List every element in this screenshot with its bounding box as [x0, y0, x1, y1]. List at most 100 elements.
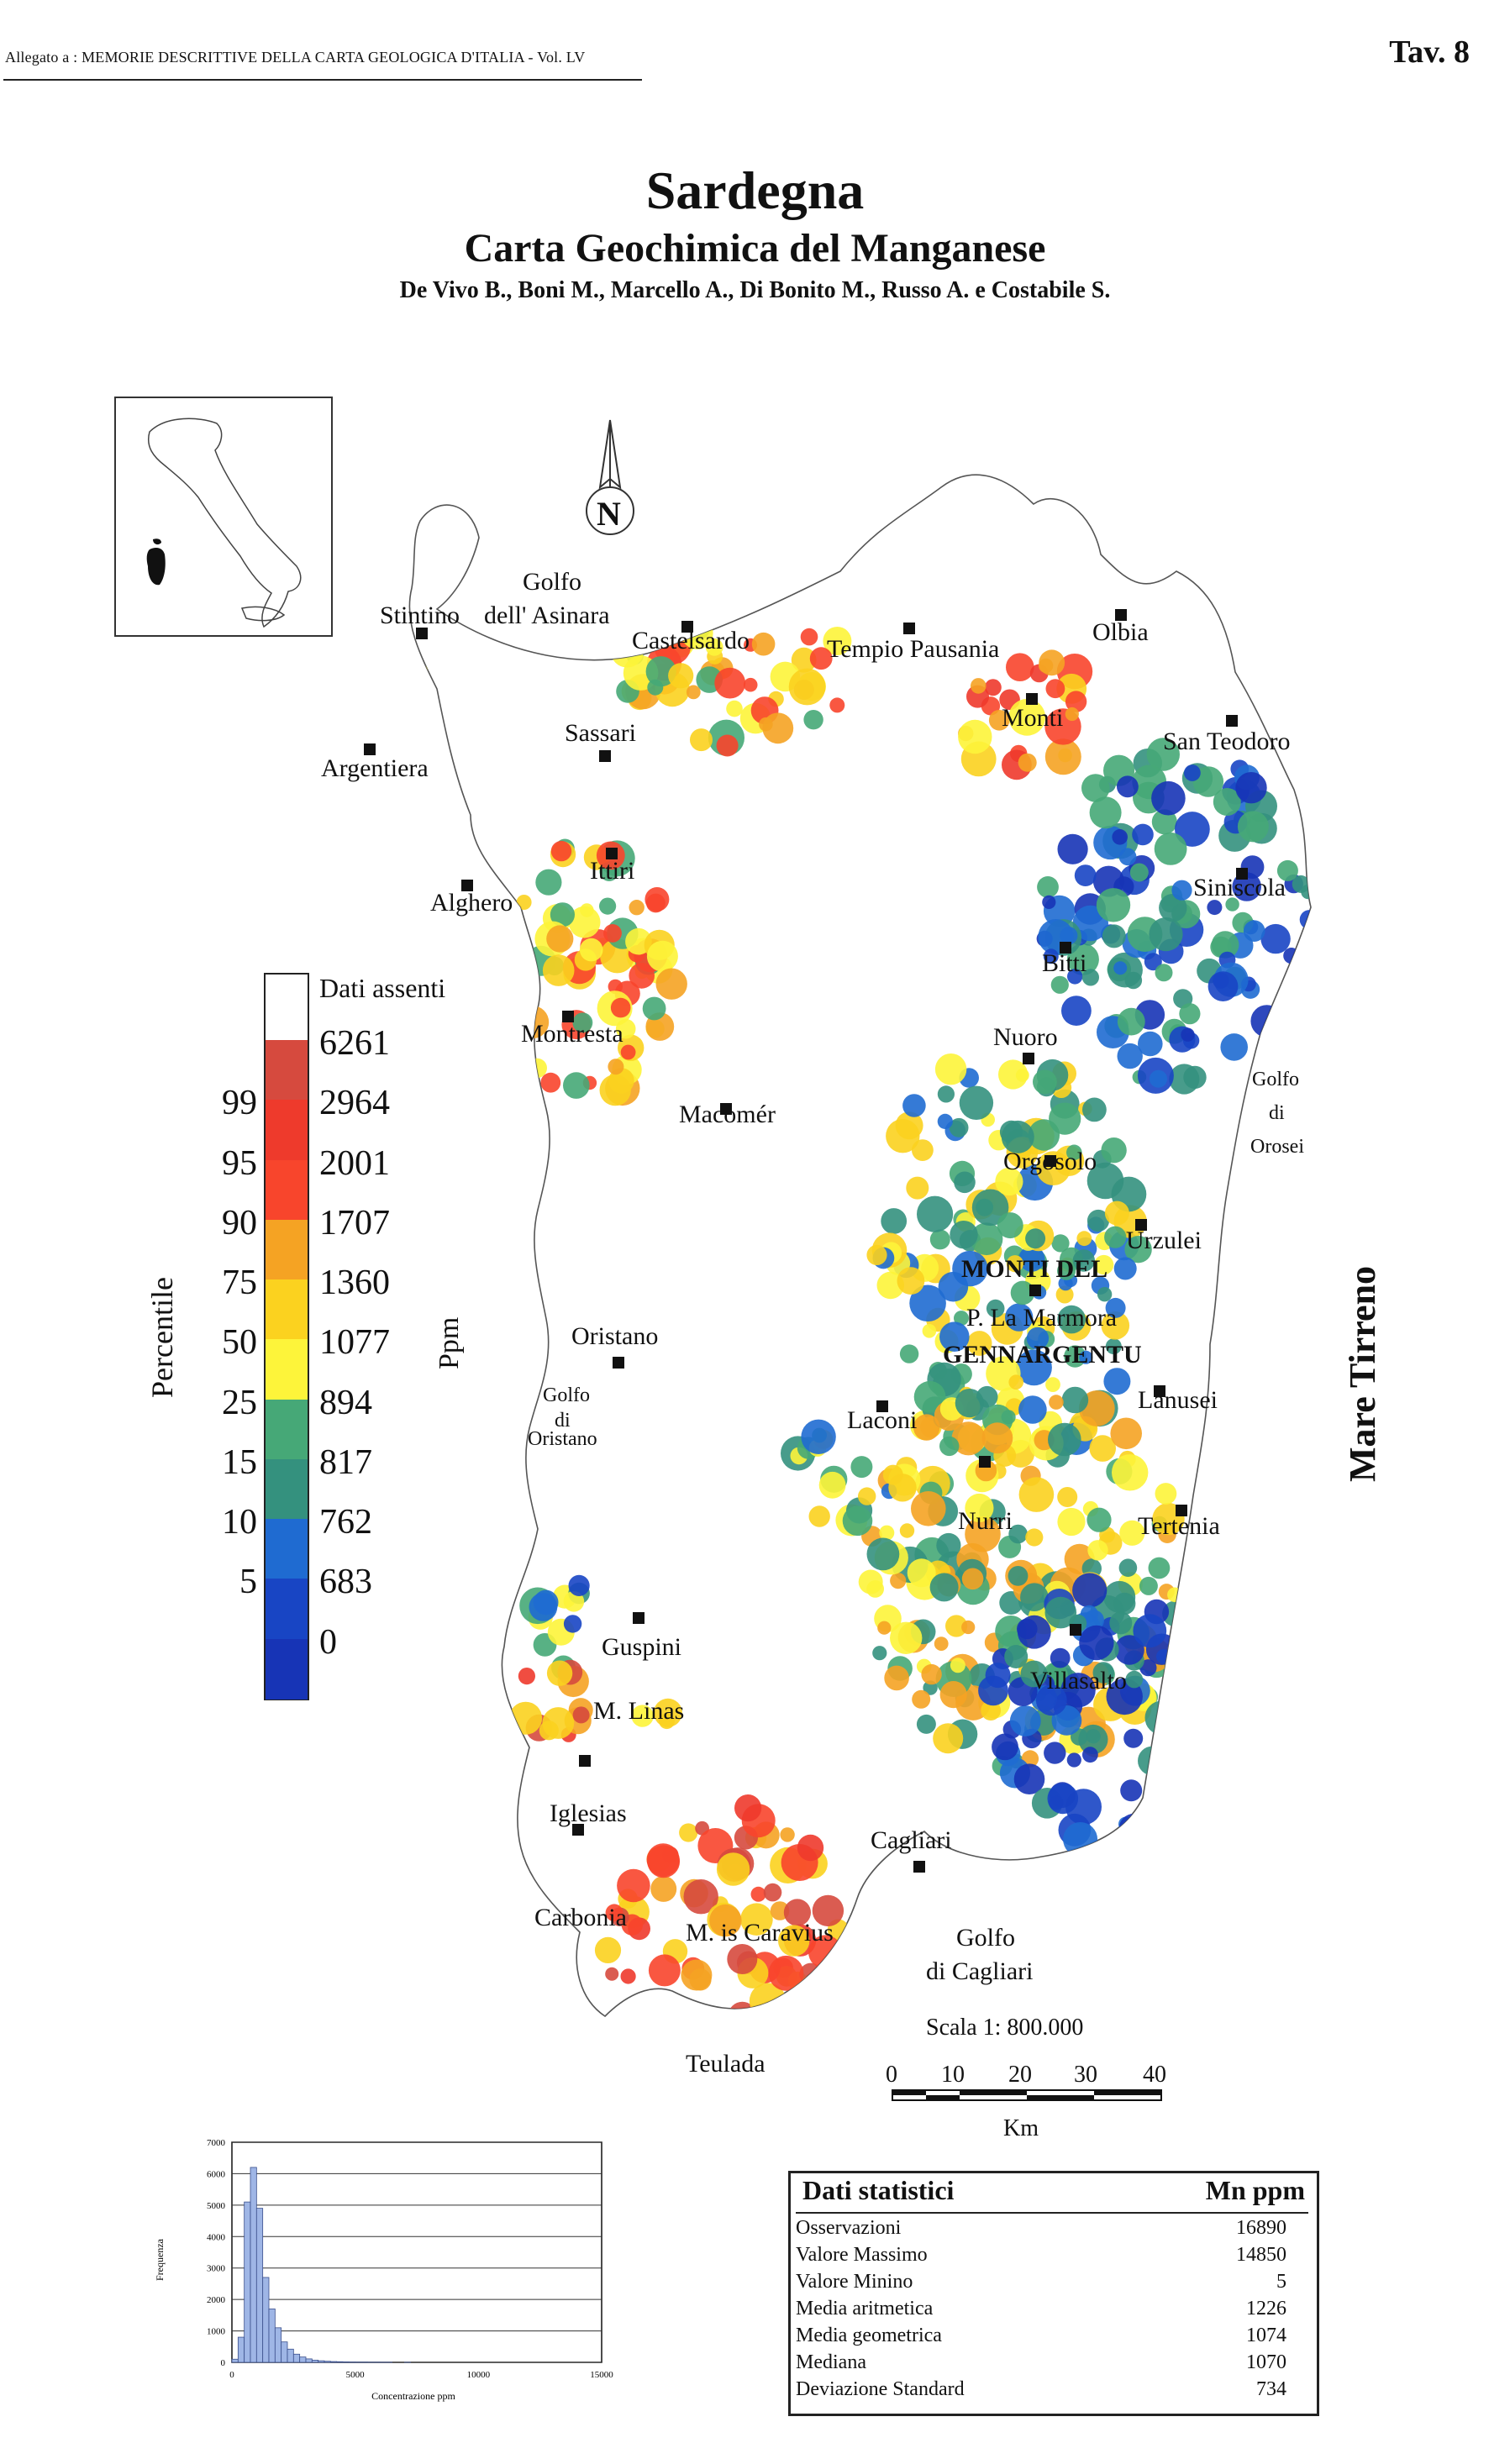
label-macomer: Macomér — [679, 1101, 776, 1128]
legend-percentile-value: 15 — [222, 1442, 257, 1482]
label-mare-tirreno: Mare Tirreno — [1342, 1265, 1383, 1482]
legend-swatch — [266, 1339, 308, 1400]
concentration-patch — [1058, 1276, 1073, 1291]
concentration-patch — [939, 1681, 967, 1709]
concentration-patch — [1118, 1558, 1138, 1577]
label-alghero: Alghero — [430, 889, 513, 917]
concentration-patch — [1118, 1813, 1149, 1843]
legend-swatch — [266, 1519, 308, 1580]
concentration-patch — [1065, 707, 1079, 722]
concentration-patch — [791, 647, 817, 673]
stats-separator — [796, 2212, 1308, 2214]
concentration-patch — [902, 1094, 926, 1117]
concentration-patch — [613, 2025, 648, 2060]
concentration-patch — [1250, 1005, 1283, 1038]
histogram-y-tick: 3000 — [207, 2264, 226, 2274]
histogram-x-tick: 5000 — [346, 2370, 366, 2380]
stats-row-label: Media geometrica — [796, 2325, 942, 2346]
concentration-patch — [1117, 775, 1139, 798]
concentration-patch — [1079, 1625, 1114, 1661]
concentration-patch — [1213, 788, 1241, 816]
concentration-patch — [605, 1967, 619, 1981]
concentration-patch — [1006, 653, 1034, 681]
concentration-patch — [727, 1944, 758, 1974]
concentration-patch — [617, 1868, 650, 1903]
concentration-patch — [568, 1574, 590, 1596]
concentration-patch — [858, 1569, 883, 1595]
concentration-patch — [1144, 1700, 1180, 1736]
concentration-patch — [1044, 738, 1081, 775]
legend-swatch — [266, 1040, 308, 1101]
concentration-patch — [1010, 1280, 1035, 1306]
concentration-patch — [1066, 1752, 1081, 1768]
legend-percentile-value: 75 — [222, 1264, 257, 1303]
concentration-patch — [829, 697, 845, 713]
concentration-patch — [937, 1113, 953, 1129]
concentration-patch — [1050, 975, 1069, 994]
concentration-patch — [921, 1663, 942, 1685]
concentration-patch — [1093, 1254, 1114, 1275]
concentration-patch — [1086, 1507, 1112, 1532]
concentration-patch — [820, 1963, 852, 1995]
concentration-patch — [1018, 1395, 1047, 1424]
concentration-patch — [409, 674, 424, 707]
concentration-patch — [1110, 1417, 1142, 1450]
legend-ppm-value: 1707 — [319, 1203, 390, 1243]
concentration-patch — [1104, 1200, 1129, 1226]
histogram-bar — [268, 2308, 276, 2363]
concentration-patch — [750, 1886, 766, 1902]
stats-row-label: Media aritmetica — [796, 2298, 934, 2320]
concentration-patch — [1048, 1422, 1081, 1457]
concentration-patch — [690, 728, 713, 752]
legend-missing-label: Dati assenti — [319, 973, 446, 1003]
concentration-patch — [937, 1085, 955, 1103]
histogram-y-tick: 7000 — [207, 2138, 226, 2148]
north-label: N — [597, 495, 621, 533]
scale-tick-0: 0 — [886, 2062, 897, 2088]
concentration-patch — [1055, 1285, 1074, 1304]
authors: De Vivo B., Boni M., Marcello A., Di Bon… — [399, 277, 1111, 303]
concentration-patch — [817, 1996, 845, 2016]
concentration-patch — [1283, 948, 1300, 964]
plate-number: Tav. 8 — [1389, 34, 1470, 70]
concentration-patch — [1207, 900, 1223, 916]
concentration-patch — [1123, 1728, 1144, 1748]
concentration-patch — [1167, 1587, 1182, 1603]
label-iglesias: Iglesias — [550, 1799, 627, 1827]
label-monti: Monti — [1002, 704, 1064, 732]
concentration-patch — [797, 2030, 829, 2061]
concentration-patch — [1146, 738, 1181, 771]
concentration-patch — [1096, 888, 1131, 922]
concentration-patch — [929, 1573, 959, 1602]
concentration-patch — [850, 1456, 873, 1479]
concentration-patch — [1149, 917, 1183, 952]
concentration-patch — [934, 1053, 967, 1085]
concentration-patch — [726, 700, 743, 717]
concentration-patch — [409, 728, 415, 749]
concentration-patch — [1072, 1573, 1108, 1608]
concentration-patch — [1123, 1821, 1143, 1841]
concentration-patch — [681, 2089, 699, 2108]
legend-swatch — [266, 1219, 308, 1281]
concentration-patch — [1057, 1261, 1076, 1280]
concentration-patch — [509, 1701, 543, 1735]
concentration-patch — [1039, 658, 1054, 674]
concentration-patch — [1033, 1069, 1057, 1095]
concentration-patch — [1171, 1728, 1190, 1747]
concentration-patch — [934, 1637, 949, 1651]
concentration-patch — [409, 658, 424, 691]
concentration-patch — [1133, 1614, 1167, 1648]
concentration-patch — [1057, 1487, 1078, 1507]
concentration-patch — [1057, 1305, 1086, 1334]
legend-percentile-value: 25 — [222, 1383, 257, 1422]
histogram-bars — [231, 2167, 412, 2363]
town-markers — [364, 609, 1248, 1873]
concentration-patch — [1117, 1007, 1145, 1036]
concentration-patch — [763, 1883, 782, 1902]
stats-row-value: 1226 — [1246, 2298, 1286, 2320]
concentration-patch — [884, 1665, 909, 1691]
concentration-patch — [1060, 1673, 1096, 1708]
legend-swatch — [266, 1279, 308, 1341]
concentration-patch — [997, 1212, 1023, 1239]
concentration-patch — [714, 667, 746, 699]
